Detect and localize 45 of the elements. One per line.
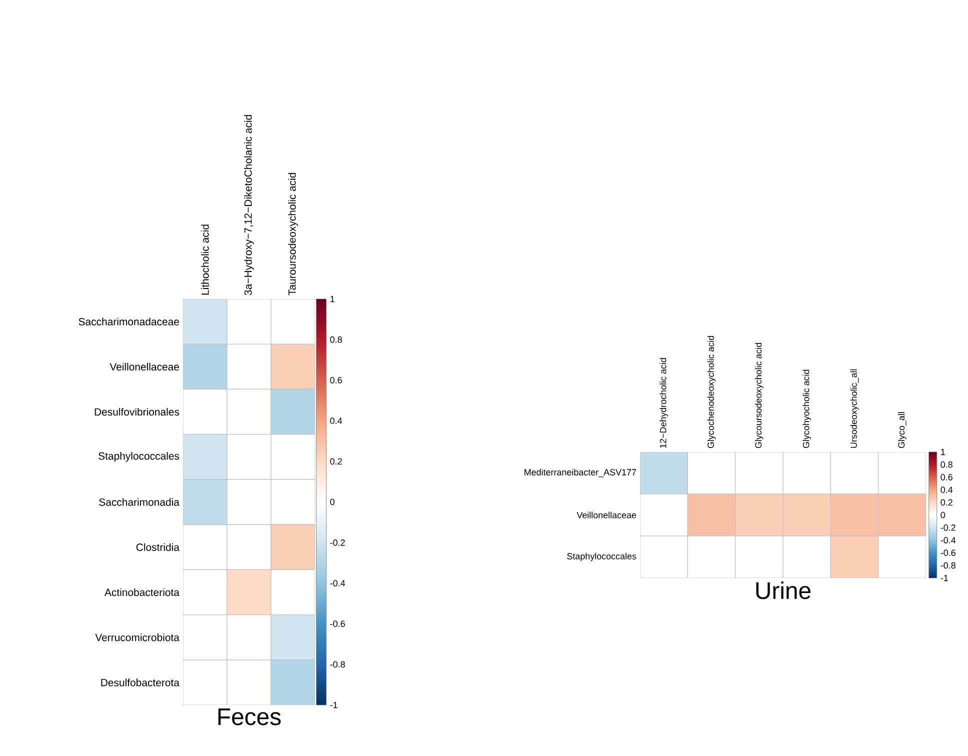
color-bar-label: -0.6: [940, 550, 956, 556]
y-tick-label: Saccharimonadia: [99, 498, 180, 506]
text: Urine: [756, 582, 810, 600]
color-bar-label: -0.8: [330, 661, 345, 668]
color-bar-label: -1: [330, 702, 338, 708]
color-bar-label: 1: [330, 296, 334, 302]
y-tick-label: Veillonellaceae: [110, 362, 179, 371]
color-bar-label: 0.6: [940, 474, 952, 480]
color-bar-label: -0.2: [940, 524, 956, 531]
x-tick-label: 3a−Hydroxy−7,12−DiketoCholanic acid: [244, 115, 254, 296]
y-tick-label: Staphylococcales: [98, 452, 180, 462]
color-bar-label: 0: [940, 512, 946, 518]
y-tick-label: Veillonellaceae: [576, 512, 636, 518]
color-bar-label: -0.8: [940, 562, 956, 569]
x-tick-label: Glycohyocholic acid: [802, 370, 812, 448]
color-bar-label: 0.4: [940, 486, 953, 493]
y-tick-label: Desulfovibrionales: [94, 408, 180, 416]
color-bar-label: 0.8: [940, 461, 952, 468]
x-tick-label: Lithocholic acid: [201, 224, 209, 295]
color-bar-label: 0.4: [330, 418, 342, 424]
y-tick-label: Desulfobacterota: [101, 678, 180, 686]
x-tick-label: Tauroursodeoxycholic acid: [288, 172, 298, 296]
x-tick-label: 12−Dehydrocholic acid: [660, 358, 668, 448]
x-tick-label: Ursodeoxycholic_all: [850, 369, 859, 448]
y-tick-label: Actinobacteriota: [104, 588, 180, 596]
y-tick-label: Verrucomicrobiota: [95, 634, 180, 642]
color-bar-label: -0.6: [330, 620, 345, 627]
color-bar-label: -0.4: [940, 537, 956, 544]
color-bar-label: 0.2: [940, 499, 952, 506]
y-tick-label: Clostridia: [136, 543, 180, 551]
text: Feces: [218, 708, 281, 726]
y-tick-label: Staphylococcales: [567, 552, 636, 562]
y-tick-label: Saccharimonadaceae: [78, 318, 179, 326]
color-bar-label: -0.4: [330, 580, 346, 586]
y-tick-label: Mediterraneibacter_ASV177: [524, 468, 636, 478]
color-bar-label: 0.6: [330, 377, 342, 384]
x-tick-label: Glyco_all: [898, 412, 906, 448]
color-bar-label: -0.2: [330, 539, 345, 546]
color-bar-label: 1: [941, 448, 945, 456]
color-bar-label: -1: [940, 574, 948, 582]
x-tick-label: Glycochenodeoxycholic acid: [707, 336, 716, 448]
color-bar-label: 0.2: [330, 458, 342, 465]
color-bar-label: 0.8: [330, 336, 342, 343]
color-bar-label: 0: [330, 498, 334, 506]
x-tick-label: Glycoursodeoxycholic acid: [754, 342, 764, 448]
